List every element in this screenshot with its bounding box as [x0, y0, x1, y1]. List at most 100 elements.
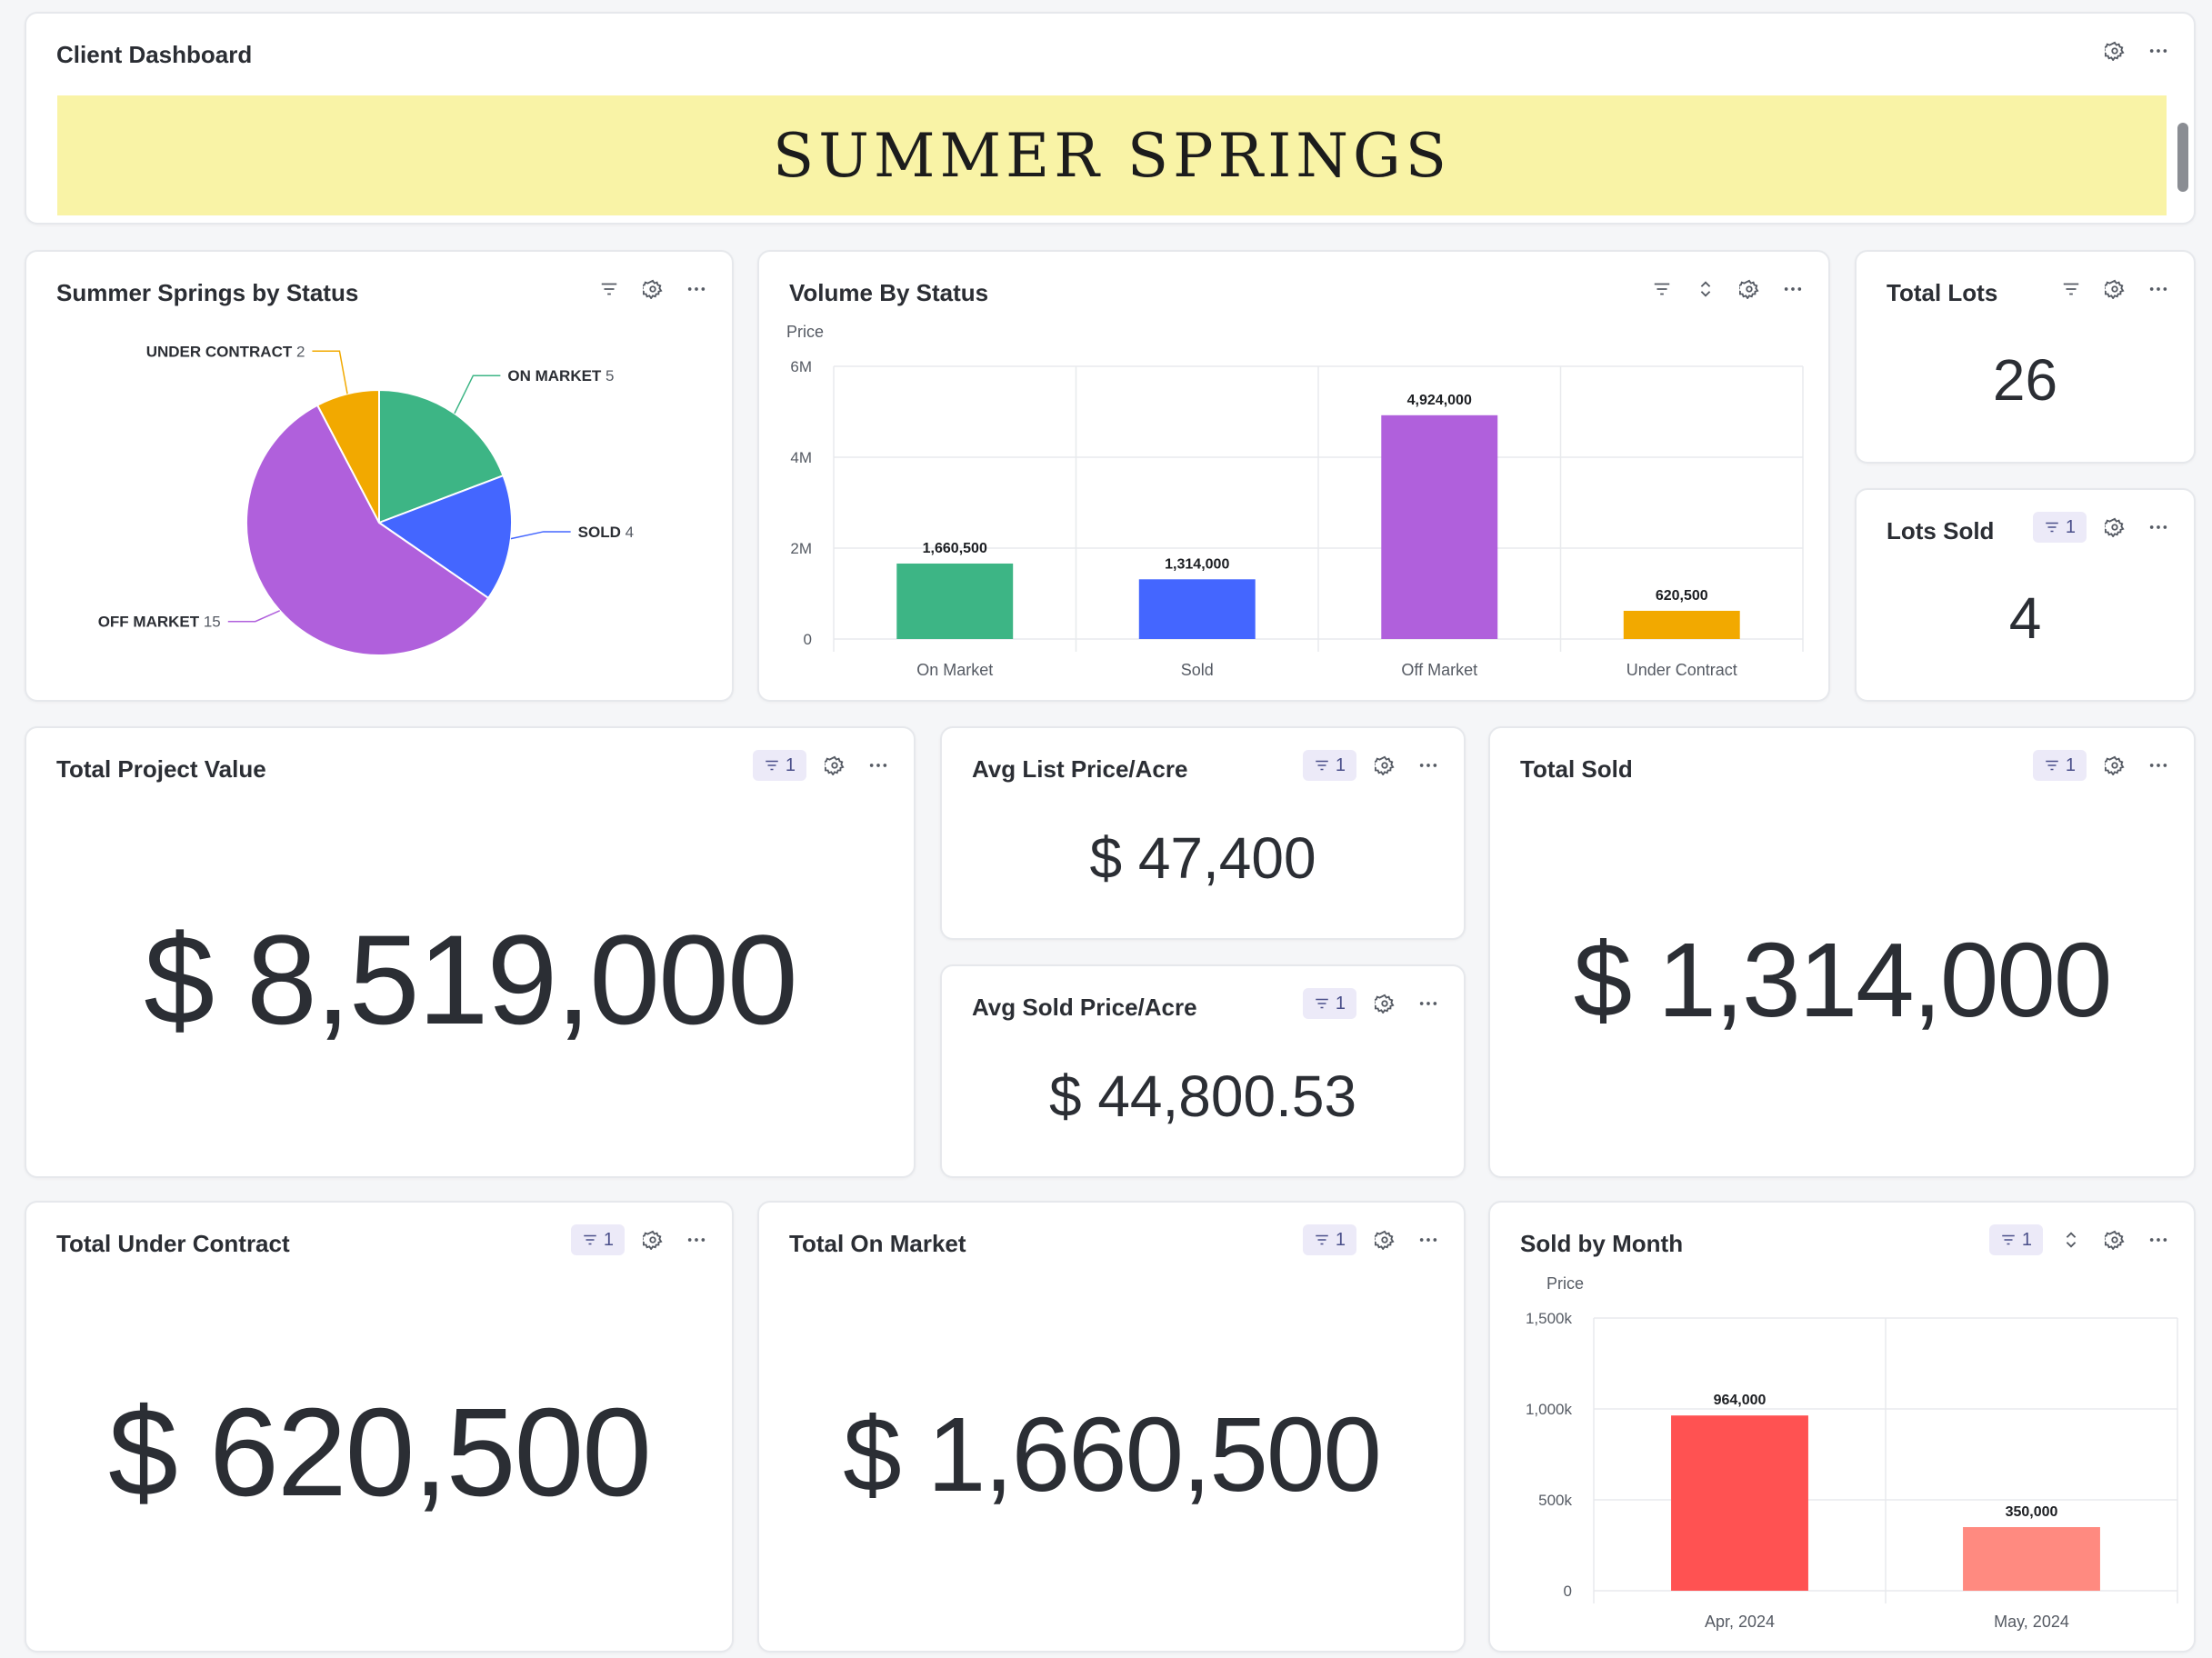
more-options-icon[interactable]: [2143, 750, 2174, 781]
y-tick-label: 6M: [790, 358, 812, 375]
filter-badge[interactable]: 1: [752, 750, 806, 781]
total-project-value-title: Total Project Value: [56, 755, 266, 783]
bar-value-label: 4,924,000: [1407, 393, 1472, 408]
project-banner: SUMMER SPRINGS: [57, 95, 2167, 215]
gear-icon[interactable]: [637, 1224, 668, 1255]
more-options-icon[interactable]: [2143, 35, 2174, 66]
header-card: Client Dashboard SUMMER SPRINGS: [25, 12, 2196, 225]
gear-icon[interactable]: [2099, 1224, 2130, 1255]
gear-icon[interactable]: [819, 750, 850, 781]
header-tools: [2099, 35, 2174, 66]
filter-count: 1: [2021, 1229, 2032, 1250]
gear-icon[interactable]: [2099, 274, 2130, 305]
more-options-icon[interactable]: [1413, 1224, 1444, 1255]
gear-icon[interactable]: [1369, 988, 1400, 1019]
sort-icon[interactable]: [1690, 274, 1721, 305]
bar[interactable]: [1963, 1527, 2100, 1591]
filter-badge[interactable]: 1: [570, 1224, 625, 1255]
lots-sold-value: 4: [2008, 585, 2042, 651]
status-pie-chart: ON MARKET 5 SOLD 4 OFF MARKET 15 UNDER CONT…: [98, 343, 634, 656]
filter-icon: [584, 1234, 596, 1245]
total-on-market-card: Total On Market 1 $ 1,660,500: [757, 1201, 1466, 1653]
total-sold-tools: 1: [2032, 750, 2174, 781]
bar[interactable]: [1671, 1415, 1808, 1591]
pie-slice[interactable]: [376, 474, 513, 600]
status-pie-card: Summer Springs by Status ON MARKET 5 SOLD…: [25, 250, 734, 702]
x-tick-label: Apr, 2024: [1705, 1613, 1775, 1631]
bar[interactable]: [896, 563, 1014, 639]
filter-icon: [1316, 760, 1328, 771]
filter-badge[interactable]: 1: [2032, 750, 2087, 781]
x-tick-label: Sold: [1181, 661, 1214, 679]
filter-badge[interactable]: 1: [1302, 1224, 1356, 1255]
gear-icon[interactable]: [637, 274, 668, 305]
total-on-market-value: $ 1,660,500: [843, 1395, 1382, 1513]
filter-badge[interactable]: 1: [1302, 750, 1356, 781]
bar[interactable]: [1623, 610, 1740, 639]
sold-by-month-card: Sold by Month 1 Price 0 500k 1,000k 1,500k 96…: [1488, 1201, 2196, 1653]
sold-by-month-tools: 1: [1988, 1224, 2174, 1255]
gear-icon[interactable]: [2099, 750, 2130, 781]
sort-icon[interactable]: [2056, 1224, 2087, 1255]
lots-sold-card: Lots Sold 1 4: [1855, 488, 2196, 702]
filter-icon[interactable]: [1646, 274, 1677, 305]
pie-label-leader: [454, 375, 501, 414]
total-under-contract-card: Total Under Contract 1 $ 620,500: [25, 1201, 734, 1653]
total-on-market-tools: 1: [1302, 1224, 1444, 1255]
more-options-icon[interactable]: [681, 274, 712, 305]
pie-slice-label: OFF MARKET 15: [98, 614, 221, 631]
y-tick-label: 2M: [790, 540, 812, 557]
gear-icon[interactable]: [2099, 512, 2130, 543]
filter-count: 1: [1335, 993, 1346, 1014]
bar[interactable]: [1138, 579, 1256, 639]
gear-icon[interactable]: [1369, 750, 1400, 781]
gear-icon[interactable]: [1734, 274, 1765, 305]
pie-slice-label: UNDER CONTRACT 2: [146, 343, 305, 360]
bar-value-label: 1,660,500: [923, 541, 987, 556]
filter-badge[interactable]: 1: [1302, 988, 1356, 1019]
filter-count: 1: [1335, 1229, 1346, 1250]
filter-icon: [1316, 1234, 1328, 1245]
bar[interactable]: [1381, 414, 1498, 639]
gear-icon[interactable]: [1369, 1224, 1400, 1255]
more-options-icon[interactable]: [2143, 1224, 2174, 1255]
x-tick-label: May, 2024: [1994, 1613, 2069, 1631]
scrollbar-thumb[interactable]: [2177, 123, 2188, 192]
filter-badge[interactable]: 1: [2032, 512, 2087, 543]
dashboard-title: Client Dashboard: [56, 41, 253, 68]
more-options-icon[interactable]: [2143, 274, 2174, 305]
more-options-icon[interactable]: [2143, 512, 2174, 543]
avg-list-price-value: $ 47,400: [1089, 825, 1316, 891]
volume-by-status-card: Volume By Status Price 0 2M 4M 6M 1,660,500 On…: [757, 250, 1830, 702]
filter-icon[interactable]: [2056, 274, 2087, 305]
volume-by-status-title: Volume By Status: [789, 279, 989, 306]
pie-slice[interactable]: [378, 388, 505, 524]
more-options-icon[interactable]: [1413, 988, 1444, 1019]
pie-label-leader: [510, 531, 571, 540]
pie-slice[interactable]: [245, 404, 490, 656]
status-pie-tools: [594, 274, 712, 305]
lots-sold-tools: 1: [2032, 512, 2174, 543]
x-tick-label: On Market: [916, 661, 993, 679]
filter-icon[interactable]: [594, 274, 625, 305]
gear-icon[interactable]: [2099, 35, 2130, 66]
filter-count: 1: [1335, 754, 1346, 775]
y-axis-title: Price: [1546, 1274, 1584, 1293]
total-lots-tools: [2056, 274, 2174, 305]
filter-badge[interactable]: 1: [1988, 1224, 2043, 1255]
more-options-icon[interactable]: [863, 750, 894, 781]
total-on-market-title: Total On Market: [789, 1230, 966, 1257]
total-lots-card: Total Lots 26: [1855, 250, 2196, 464]
volume-bar-chart: Price 0 2M 4M 6M 1,660,500 On Market 1,314,000 S…: [786, 323, 1804, 679]
more-options-icon[interactable]: [1777, 274, 1808, 305]
more-options-icon[interactable]: [1413, 750, 1444, 781]
y-tick-label: 0: [804, 631, 812, 648]
total-sold-title: Total Sold: [1520, 755, 1633, 783]
filter-icon: [2046, 760, 2058, 771]
total-project-value-card: Total Project Value 1 $ 8,519,000: [25, 726, 916, 1178]
bar-value-label: 964,000: [1714, 1393, 1767, 1408]
pie-slice-label: ON MARKET 5: [507, 367, 614, 385]
total-project-value-tools: 1: [752, 750, 894, 781]
avg-sold-price-tools: 1: [1302, 988, 1444, 1019]
more-options-icon[interactable]: [681, 1224, 712, 1255]
